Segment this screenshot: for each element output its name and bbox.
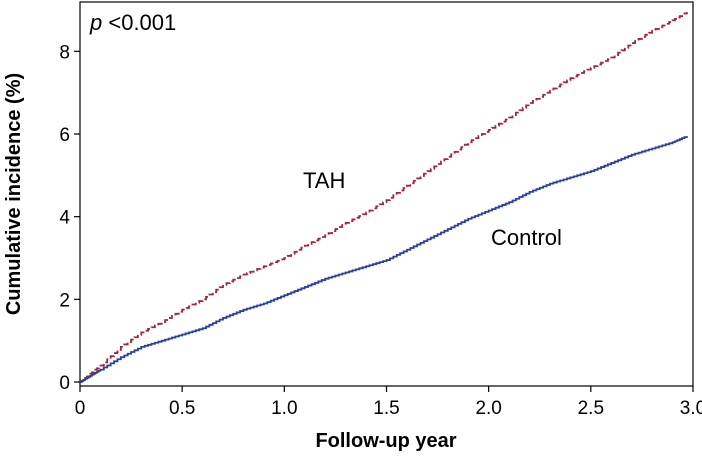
x-tick-label: 3.0	[680, 398, 702, 419]
series-lines	[80, 12, 688, 383]
plot-frame	[79, 1, 694, 387]
series-label-tah: TAH	[303, 168, 345, 193]
x-tick-label: 2.0	[475, 398, 501, 419]
y-tick-label: 6	[59, 125, 70, 146]
x-tick-label: 1.5	[373, 398, 399, 419]
x-tick-label: 1.0	[271, 398, 297, 419]
series-line-control	[80, 136, 688, 383]
x-tick-label: 0	[75, 398, 86, 419]
y-tick-label: 8	[59, 42, 70, 63]
y-axis-title: Cumulative incidence (%)	[3, 73, 25, 315]
x-tick-label: 0.5	[169, 398, 195, 419]
x-axis: 0 0.5 1.0 1.5 2.0 2.5 3.0	[75, 386, 702, 419]
y-axis: 0 2 4 6 8	[59, 42, 80, 394]
y-tick-label: 2	[59, 290, 70, 311]
y-tick-label: 0	[59, 373, 70, 394]
x-tick-label: 2.5	[578, 398, 604, 419]
x-axis-title: Follow-up year	[315, 430, 456, 452]
series-line-tah	[80, 12, 688, 383]
p-value-annotation: p <0.001	[89, 10, 176, 35]
series-label-control: Control	[491, 225, 562, 250]
y-tick-label: 4	[59, 208, 70, 229]
